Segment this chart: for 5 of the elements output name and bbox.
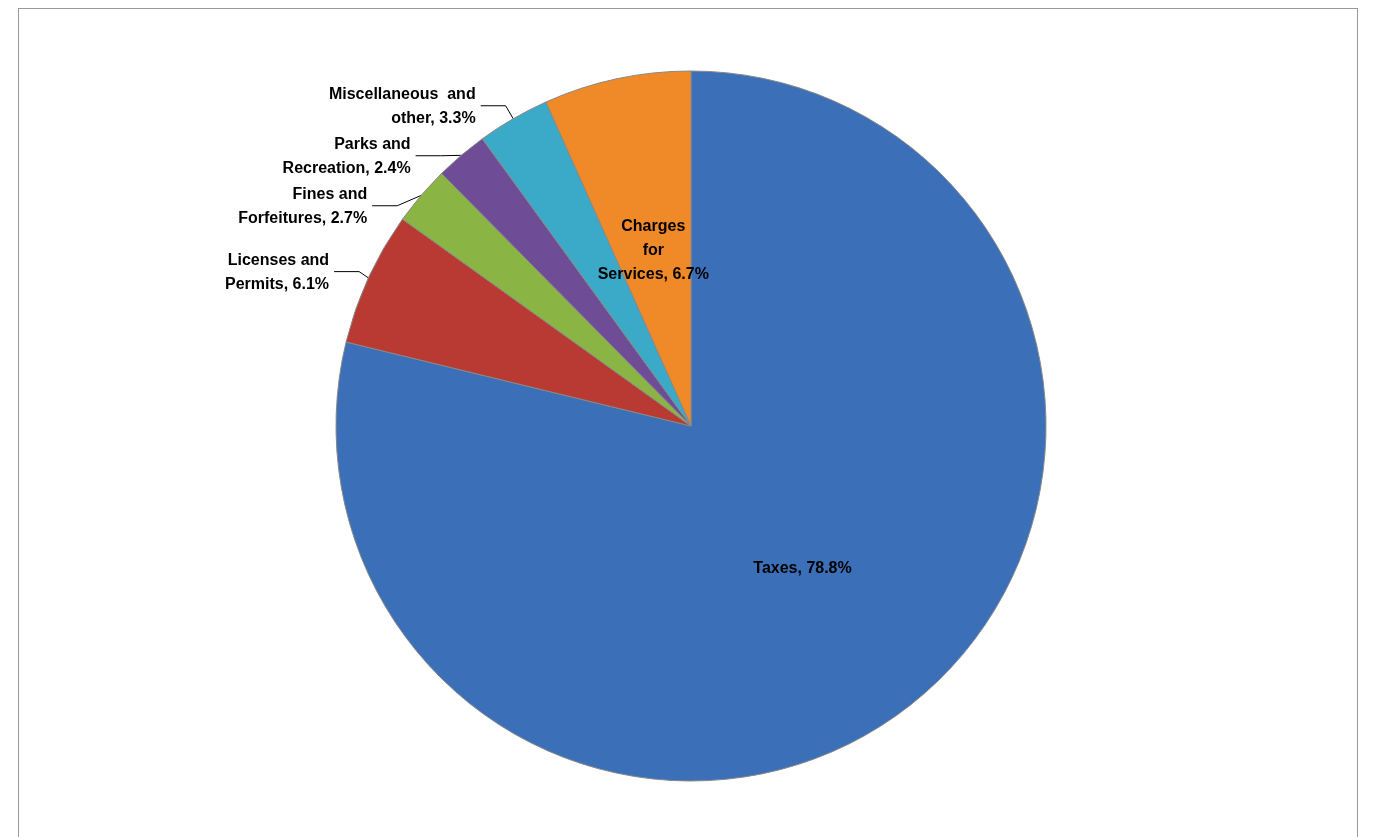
slice-label: Fines and Forfeitures, 2.7%	[238, 185, 368, 227]
slice-label: Miscellaneous and other, 3.3%	[328, 85, 476, 127]
slice-label: Licenses and Permits, 6.1%	[225, 251, 330, 293]
slice-label: Taxes, 78.8%	[753, 559, 852, 577]
slice-label: Parks and Recreation, 2.4%	[282, 135, 411, 177]
